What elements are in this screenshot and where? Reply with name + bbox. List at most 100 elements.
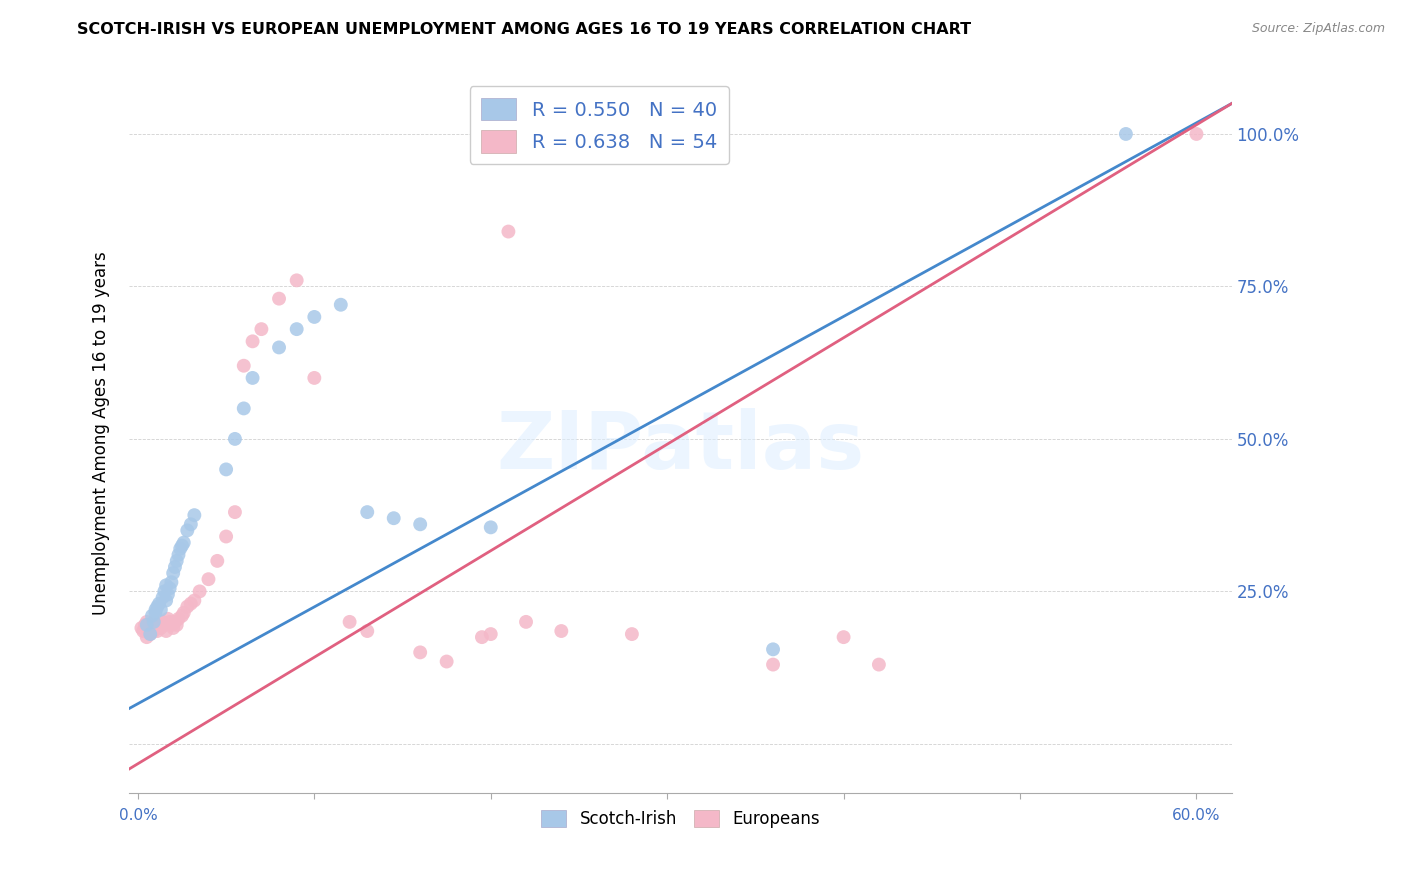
Point xyxy=(145,603,167,617)
Point xyxy=(382,511,405,525)
Point xyxy=(304,310,326,324)
Point xyxy=(155,578,177,592)
Point xyxy=(176,524,198,538)
Point xyxy=(550,624,572,638)
Point xyxy=(160,618,183,632)
Point xyxy=(339,615,361,629)
Point xyxy=(148,618,170,632)
Point xyxy=(197,572,219,586)
Point xyxy=(1115,127,1137,141)
Point xyxy=(224,432,246,446)
Point xyxy=(180,597,202,611)
Point xyxy=(620,627,643,641)
Point xyxy=(868,657,890,672)
Point xyxy=(141,621,163,635)
Point xyxy=(232,401,254,416)
Point xyxy=(149,603,172,617)
Point xyxy=(153,618,176,632)
Text: SCOTCH-IRISH VS EUROPEAN UNEMPLOYMENT AMONG AGES 16 TO 19 YEARS CORRELATION CHAR: SCOTCH-IRISH VS EUROPEAN UNEMPLOYMENT AM… xyxy=(77,22,972,37)
Point xyxy=(436,655,458,669)
Point xyxy=(173,606,195,620)
Point xyxy=(146,624,169,638)
Text: Source: ZipAtlas.com: Source: ZipAtlas.com xyxy=(1251,22,1385,36)
Point xyxy=(132,624,155,638)
Point xyxy=(409,517,432,532)
Point xyxy=(163,615,186,629)
Point xyxy=(162,566,184,580)
Point xyxy=(156,612,179,626)
Point xyxy=(139,627,162,641)
Point xyxy=(148,597,170,611)
Point xyxy=(285,322,308,336)
Point xyxy=(163,560,186,574)
Point xyxy=(170,608,193,623)
Point xyxy=(188,584,211,599)
Point xyxy=(471,630,494,644)
Y-axis label: Unemployment Among Ages 16 to 19 years: Unemployment Among Ages 16 to 19 years xyxy=(93,251,110,615)
Point xyxy=(145,618,167,632)
Point xyxy=(515,615,537,629)
Point xyxy=(173,535,195,549)
Point xyxy=(832,630,855,644)
Point xyxy=(152,591,174,605)
Point xyxy=(242,371,264,385)
Point xyxy=(162,621,184,635)
Point xyxy=(131,621,153,635)
Point xyxy=(224,505,246,519)
Point xyxy=(142,615,165,629)
Point xyxy=(156,587,179,601)
Point xyxy=(215,529,238,543)
Point xyxy=(152,615,174,629)
Point xyxy=(135,630,157,644)
Point xyxy=(138,624,160,638)
Point xyxy=(160,575,183,590)
Point xyxy=(479,627,502,641)
Point xyxy=(139,627,162,641)
Point xyxy=(170,539,193,553)
Point xyxy=(267,340,290,354)
Point xyxy=(207,554,229,568)
Point xyxy=(135,615,157,629)
Point xyxy=(285,273,308,287)
Point xyxy=(329,298,352,312)
Point xyxy=(159,615,181,629)
Point xyxy=(155,624,177,638)
Point xyxy=(166,618,188,632)
Point xyxy=(183,593,205,607)
Point xyxy=(267,292,290,306)
Point xyxy=(135,618,157,632)
Point xyxy=(409,645,432,659)
Point xyxy=(166,554,188,568)
Point xyxy=(762,642,785,657)
Point xyxy=(356,505,378,519)
Point xyxy=(304,371,326,385)
Point xyxy=(176,599,198,614)
Point xyxy=(215,462,238,476)
Point xyxy=(183,508,205,523)
Point xyxy=(139,618,162,632)
Point xyxy=(155,593,177,607)
Point xyxy=(242,334,264,349)
Point xyxy=(1185,127,1208,141)
Text: ZIPatlas: ZIPatlas xyxy=(496,409,865,486)
Text: 0.0%: 0.0% xyxy=(118,808,157,823)
Point xyxy=(479,520,502,534)
Point xyxy=(180,517,202,532)
Point xyxy=(762,657,785,672)
Point xyxy=(356,624,378,638)
Point xyxy=(159,582,181,596)
Point xyxy=(250,322,273,336)
Point xyxy=(169,541,191,556)
Point xyxy=(498,225,520,239)
Point xyxy=(232,359,254,373)
Text: 60.0%: 60.0% xyxy=(1173,808,1220,823)
Point xyxy=(149,621,172,635)
Point xyxy=(134,618,156,632)
Point xyxy=(141,608,163,623)
Point xyxy=(153,584,176,599)
Point xyxy=(146,599,169,614)
Point xyxy=(142,624,165,638)
Point xyxy=(167,612,190,626)
Point xyxy=(145,606,167,620)
Legend: Scotch-Irish, Europeans: Scotch-Irish, Europeans xyxy=(534,803,827,835)
